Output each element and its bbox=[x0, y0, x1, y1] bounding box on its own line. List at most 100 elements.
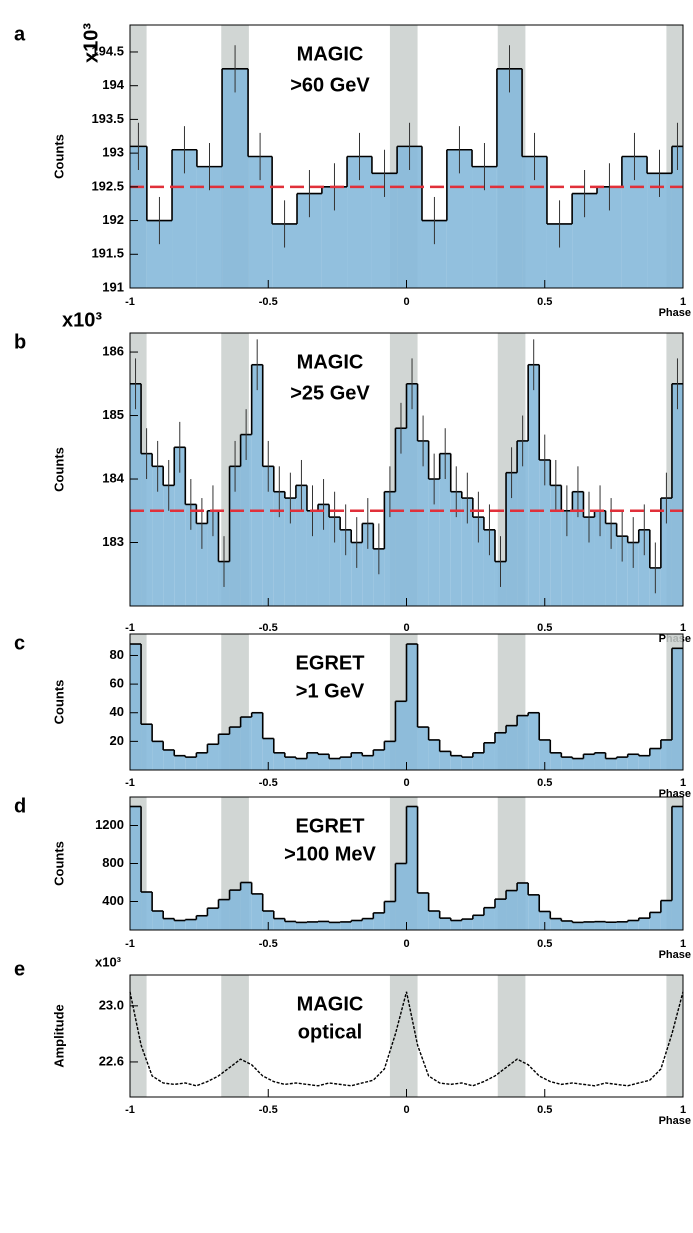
bar bbox=[340, 921, 352, 930]
bar bbox=[373, 749, 385, 770]
x-tick-label: -0.5 bbox=[259, 296, 278, 308]
bar bbox=[251, 893, 263, 930]
annotation: >25 GeV bbox=[290, 382, 370, 404]
y-multiplier: x10³ bbox=[62, 309, 102, 331]
bar bbox=[572, 922, 584, 930]
bar bbox=[273, 752, 285, 770]
x-tick-label: -0.5 bbox=[259, 622, 278, 634]
y-tick-label: 192.5 bbox=[91, 178, 124, 193]
bar bbox=[207, 908, 219, 930]
bar bbox=[318, 921, 330, 930]
bar bbox=[185, 919, 197, 930]
bar bbox=[594, 752, 606, 770]
x-tick-label: 0 bbox=[403, 938, 409, 950]
bar bbox=[406, 644, 418, 770]
panel: 191 191.5 192 192.5 193 193.5 194 194.5 -1 -0.5 0 0… bbox=[14, 23, 691, 319]
x-tick-label: 1 bbox=[680, 777, 686, 789]
bar bbox=[594, 510, 606, 606]
bar bbox=[373, 912, 385, 930]
bar bbox=[329, 922, 341, 930]
phase-band bbox=[666, 975, 683, 1097]
bar bbox=[428, 479, 440, 606]
bar bbox=[616, 921, 628, 930]
bar bbox=[638, 918, 650, 930]
bar bbox=[638, 529, 650, 606]
y-tick-label: 22.6 bbox=[99, 1053, 124, 1068]
bar bbox=[406, 806, 418, 930]
phase-band bbox=[497, 975, 526, 1097]
bar bbox=[306, 510, 319, 606]
bar bbox=[163, 918, 175, 930]
bar bbox=[163, 749, 175, 770]
bar bbox=[229, 890, 241, 930]
bar bbox=[528, 712, 540, 770]
bar bbox=[318, 754, 330, 770]
bar bbox=[207, 510, 219, 606]
x-tick-label: 1 bbox=[680, 622, 686, 634]
bar bbox=[539, 739, 551, 770]
x-tick-label: 0.5 bbox=[537, 938, 552, 950]
y-tick-label: 400 bbox=[102, 893, 124, 908]
bar bbox=[406, 383, 418, 606]
bar bbox=[671, 383, 683, 606]
bar bbox=[428, 739, 440, 770]
bar bbox=[373, 548, 385, 606]
x-tick-label: 0 bbox=[403, 622, 409, 634]
signal-line bbox=[129, 991, 684, 1087]
bar bbox=[262, 466, 274, 606]
bar bbox=[461, 498, 473, 606]
bar bbox=[141, 892, 153, 930]
bar bbox=[550, 918, 562, 930]
x-tick-label: -0.5 bbox=[259, 938, 278, 950]
bar bbox=[472, 517, 484, 606]
bar bbox=[196, 915, 208, 930]
bar bbox=[306, 921, 319, 930]
bar bbox=[295, 758, 307, 770]
x-tick-label: 0 bbox=[403, 296, 409, 308]
bar bbox=[627, 754, 639, 770]
bar bbox=[163, 485, 175, 606]
x-tick-label: -1 bbox=[125, 777, 135, 789]
bar bbox=[627, 920, 639, 930]
bar bbox=[196, 523, 208, 606]
bar bbox=[496, 68, 523, 288]
x-tick-label: -1 bbox=[125, 1104, 135, 1116]
bar bbox=[517, 715, 529, 770]
bar bbox=[572, 758, 584, 770]
y-tick-label: 20 bbox=[110, 733, 124, 748]
x-tick-label: 0.5 bbox=[537, 296, 552, 308]
bar bbox=[627, 542, 639, 606]
bar bbox=[130, 806, 142, 930]
panel-letter: a bbox=[14, 23, 26, 45]
bar bbox=[583, 921, 595, 930]
bar bbox=[207, 744, 219, 770]
panel-letter: e bbox=[14, 958, 25, 980]
annotation: >60 GeV bbox=[290, 74, 370, 96]
bar bbox=[483, 907, 495, 930]
bar bbox=[671, 146, 683, 288]
bar bbox=[262, 738, 274, 770]
bar bbox=[240, 717, 252, 770]
bar bbox=[362, 918, 374, 930]
bar bbox=[550, 752, 562, 770]
y-tick-label: 192 bbox=[102, 212, 124, 227]
bar bbox=[362, 755, 374, 770]
annotation: MAGIC bbox=[297, 993, 364, 1015]
y-tick-label: 185 bbox=[102, 407, 124, 422]
bar bbox=[439, 751, 451, 770]
bar bbox=[450, 491, 462, 606]
bar bbox=[141, 724, 153, 770]
x-tick-label: 1 bbox=[680, 938, 686, 950]
bar bbox=[273, 918, 285, 930]
x-axis-label: Phase bbox=[659, 949, 691, 961]
bar bbox=[506, 725, 518, 770]
bar bbox=[284, 757, 296, 770]
panel-letter: c bbox=[14, 632, 25, 654]
x-axis-label: Phase bbox=[659, 307, 691, 319]
bar bbox=[528, 894, 540, 930]
bar bbox=[130, 383, 142, 606]
y-axis-label: Amplitude bbox=[51, 1004, 66, 1068]
annotation: optical bbox=[298, 1021, 362, 1043]
